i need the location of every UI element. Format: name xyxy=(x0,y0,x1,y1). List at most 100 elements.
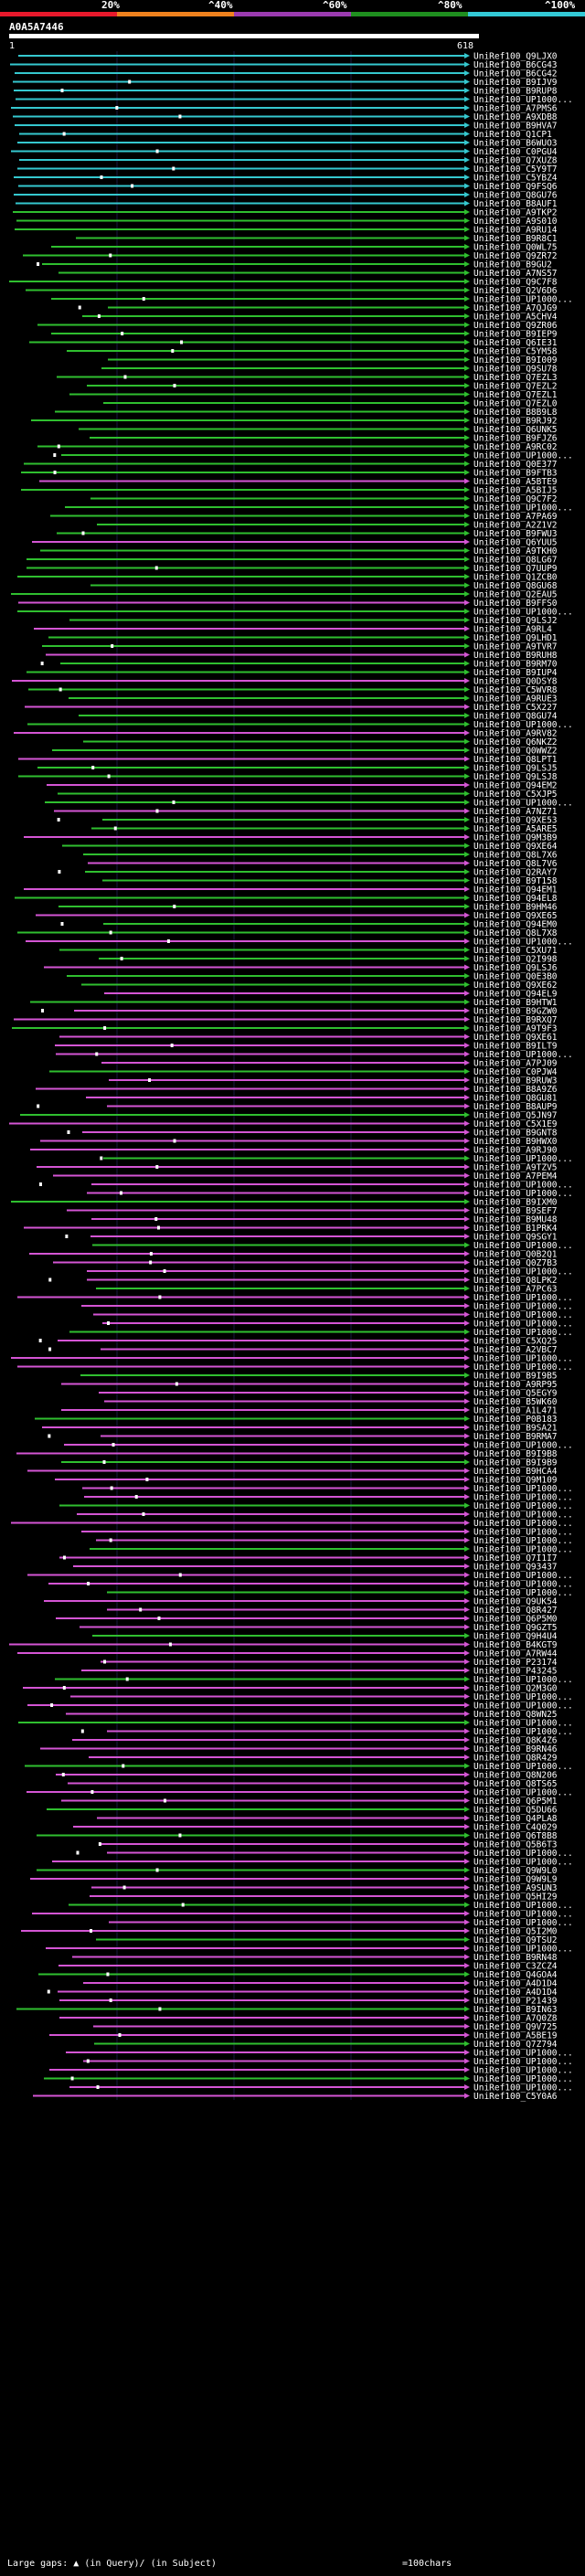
hit-label[interactable]: UniRef100_B9RUP8 xyxy=(473,87,558,97)
hit-label[interactable]: UniRef100_Q94EM2 xyxy=(473,781,558,791)
hit-row[interactable]: UniRef100_P23174 xyxy=(101,1658,558,1668)
hit-label[interactable]: UniRef100_C5Y0A6 xyxy=(473,2092,558,2102)
hit-row[interactable]: UniRef100_Q2M3G0 xyxy=(23,1684,558,1694)
hit-label[interactable]: UniRef100_C5YM58 xyxy=(473,347,558,357)
hit-label[interactable]: UniRef100_UP1000... xyxy=(473,504,573,514)
hit-row[interactable]: UniRef100_Q0WL75 xyxy=(51,243,558,253)
hit-row[interactable]: UniRef100_A7NS57 xyxy=(58,269,558,279)
hit-row[interactable]: UniRef100_B9RMA7 xyxy=(48,1432,558,1442)
hit-row[interactable]: UniRef100_B9HVA7 xyxy=(15,122,558,132)
hit-row[interactable]: UniRef100_A9TKP2 xyxy=(13,208,558,218)
hit-row[interactable]: UniRef100_UP1000... xyxy=(27,1701,573,1712)
hit-row[interactable]: UniRef100_C5XQ25 xyxy=(38,1337,558,1347)
hit-row[interactable]: UniRef100_Q8TS65 xyxy=(68,1779,558,1789)
hit-label[interactable]: UniRef100_B9GNT8 xyxy=(473,1129,558,1139)
hit-label[interactable]: UniRef100_UP1000... xyxy=(473,1727,573,1737)
hit-row[interactable]: UniRef100_UP1000... xyxy=(80,1727,573,1737)
hit-row[interactable]: UniRef100_B9I9B9 xyxy=(61,1458,558,1468)
hit-row[interactable]: UniRef100_Q94EM1 xyxy=(24,885,558,896)
hit-row[interactable]: UniRef100_A9SUN3 xyxy=(91,1883,558,1893)
hit-row[interactable]: UniRef100_B8A9Z6 xyxy=(36,1085,558,1095)
hit-label[interactable]: UniRef100_P21439 xyxy=(473,1997,558,2007)
hit-label[interactable]: UniRef100_A7PC63 xyxy=(473,1285,558,1295)
hit-row[interactable]: UniRef100_B9IXM0 xyxy=(11,1198,558,1208)
hit-label[interactable]: UniRef100_Q6UNK5 xyxy=(473,425,558,435)
hit-row[interactable]: UniRef100_UP1000... xyxy=(107,1588,573,1598)
hit-row[interactable]: UniRef100_B9FJZ6 xyxy=(90,434,558,444)
hit-row[interactable]: UniRef100_A9RP95 xyxy=(61,1380,558,1390)
hit-row[interactable]: UniRef100_UP1000... xyxy=(51,295,573,305)
hit-label[interactable]: UniRef100_Q9LSJ8 xyxy=(473,772,558,782)
hit-row[interactable]: UniRef100_A9RU14 xyxy=(15,226,558,236)
hit-label[interactable]: UniRef100_B9MU48 xyxy=(473,1215,558,1225)
hit-label[interactable]: UniRef100_B9IN63 xyxy=(473,2005,558,2015)
hit-row[interactable]: UniRef100_Q9XE62 xyxy=(81,981,558,991)
hit-row[interactable]: UniRef100_Q4GOA4 xyxy=(38,1970,558,1980)
hit-row[interactable]: UniRef100_B9RN48 xyxy=(72,1953,558,1963)
hit-label[interactable]: UniRef100_Q9SU78 xyxy=(473,365,558,375)
hit-row[interactable]: UniRef100_Q8LPT1 xyxy=(18,755,558,765)
hit-label[interactable]: UniRef100_UP1000... xyxy=(473,2083,573,2094)
hit-row[interactable]: UniRef100_UP1000... xyxy=(27,720,573,730)
hit-label[interactable]: UniRef100_UP1000... xyxy=(473,1945,573,1955)
hit-row[interactable]: UniRef100_Q7EZL2 xyxy=(87,382,558,392)
hit-row[interactable]: UniRef100_Q9LSJ6 xyxy=(44,963,558,973)
hit-row[interactable]: UniRef100_A7QJG9 xyxy=(78,303,558,313)
hit-label[interactable]: UniRef100_A9S010 xyxy=(473,217,558,227)
hit-label[interactable]: UniRef100_B9IUP4 xyxy=(473,668,558,678)
hit-label[interactable]: UniRef100_A9RU14 xyxy=(473,226,558,236)
hit-label[interactable]: UniRef100_UP1000... xyxy=(473,1849,573,1859)
hit-label[interactable]: UniRef100_A9RV82 xyxy=(473,729,558,739)
hit-label[interactable]: UniRef100_B9HM46 xyxy=(473,903,558,913)
hit-row[interactable]: UniRef100_UP1000... xyxy=(49,2066,573,2076)
hit-row[interactable]: UniRef100_Q8WN25 xyxy=(66,1710,558,1720)
hit-row[interactable]: UniRef100_UP1000... xyxy=(69,1328,573,1338)
hit-row[interactable]: UniRef100_A9RUE3 xyxy=(69,694,558,705)
hit-label[interactable]: UniRef100_Q94EM1 xyxy=(473,885,558,896)
hit-row[interactable]: UniRef100_UP1000... xyxy=(83,2057,573,2067)
hit-label[interactable]: UniRef100_A5BIJ5 xyxy=(473,486,558,496)
hit-label[interactable]: UniRef100_Q5HI29 xyxy=(473,1892,558,1903)
hit-row[interactable]: UniRef100_B9RN46 xyxy=(40,1744,558,1754)
hit-row[interactable]: UniRef100_A7RW44 xyxy=(17,1649,558,1659)
hit-row[interactable]: UniRef100_C5XJP5 xyxy=(58,790,558,800)
hit-label[interactable]: UniRef100_UP1000... xyxy=(473,1441,573,1451)
hit-row[interactable]: UniRef100_Q9XE61 xyxy=(59,1033,558,1043)
hit-label[interactable]: UniRef100_UP1000... xyxy=(473,1354,573,1364)
hit-label[interactable]: UniRef100_UP1000... xyxy=(473,1310,573,1320)
hit-row[interactable]: UniRef100_A9RV82 xyxy=(14,729,558,739)
hit-row[interactable]: UniRef100_B9ILT9 xyxy=(55,1042,558,1052)
hit-label[interactable]: UniRef100_B9HCA4 xyxy=(473,1467,558,1477)
hit-label[interactable]: UniRef100_A9TKH0 xyxy=(473,546,558,557)
hit-row[interactable]: UniRef100_Q8LPK2 xyxy=(48,1276,558,1286)
hit-label[interactable]: UniRef100_Q8L7X8 xyxy=(473,928,558,938)
hit-label[interactable]: UniRef100_B8A9Z6 xyxy=(473,1085,558,1095)
hit-label[interactable]: UniRef100_Q7EZL0 xyxy=(473,399,558,409)
hit-label[interactable]: UniRef100_Q2I998 xyxy=(473,955,558,965)
hit-label[interactable]: UniRef100_B9RN48 xyxy=(473,1953,558,1963)
hit-row[interactable]: UniRef100_A5BE19 xyxy=(49,2031,558,2041)
hit-label[interactable]: UniRef100_UP1000... xyxy=(473,2057,573,2067)
hit-label[interactable]: UniRef100_Q9XE62 xyxy=(473,981,558,991)
hit-row[interactable]: UniRef100_Q9SGY1 xyxy=(65,1233,558,1243)
hit-row[interactable]: UniRef100_B9FWU3 xyxy=(57,529,558,539)
hit-row[interactable]: UniRef100_Q8N206 xyxy=(56,1771,558,1781)
hit-label[interactable]: UniRef100_Q9ZR72 xyxy=(473,251,558,261)
hit-label[interactable]: UniRef100_UP1000... xyxy=(473,2074,573,2084)
hit-label[interactable]: UniRef100_Q9LHD1 xyxy=(473,633,558,643)
hit-row[interactable]: UniRef100_P43245 xyxy=(81,1667,558,1677)
hit-row[interactable]: UniRef100_B9SA21 xyxy=(42,1424,558,1434)
hit-label[interactable]: UniRef100_Q5JN97 xyxy=(473,1111,558,1121)
hit-label[interactable]: UniRef100_C5WVR8 xyxy=(473,685,558,695)
hit-label[interactable]: UniRef100_UP1000... xyxy=(473,2049,573,2059)
hit-row[interactable]: UniRef100_A9RJ90 xyxy=(30,1146,558,1156)
hit-row[interactable]: UniRef100_UP1000... xyxy=(59,1501,573,1511)
hit-row[interactable]: UniRef100_B9HM46 xyxy=(58,903,558,913)
hit-row[interactable]: UniRef100_Q9W9L9 xyxy=(30,1875,558,1885)
hit-label[interactable]: UniRef100_UP1000... xyxy=(473,938,573,948)
hit-label[interactable]: UniRef100_Q9XE65 xyxy=(473,911,558,921)
hit-label[interactable]: UniRef100_Q0E377 xyxy=(473,460,558,470)
hit-label[interactable]: UniRef100_UP1000... xyxy=(473,1528,573,1538)
hit-label[interactable]: UniRef100_Q8GU68 xyxy=(473,581,558,591)
hit-row[interactable]: UniRef100_UP1000... xyxy=(52,1858,573,1868)
